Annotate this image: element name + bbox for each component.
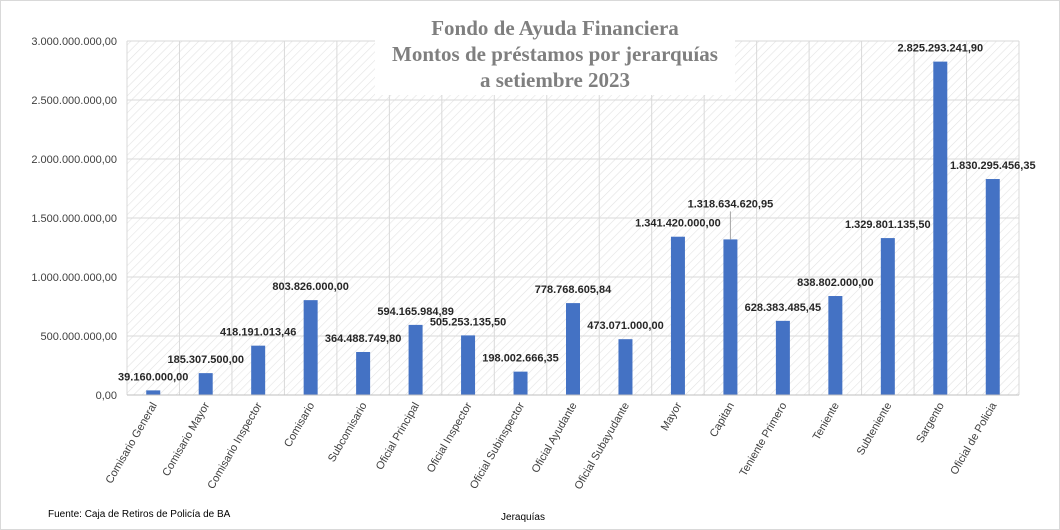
y-tick-label: 500.000.000,00 <box>41 331 117 343</box>
x-tick-label: Teniente <box>811 401 842 443</box>
bar <box>303 300 318 395</box>
bar <box>408 324 423 395</box>
x-tick-label: Comisario <box>282 401 317 450</box>
bar <box>670 236 685 395</box>
x-tick-label: Mayor <box>659 400 685 433</box>
data-label: 1.830.295.456,35 <box>950 160 1036 172</box>
data-label: 594.165.984,89 <box>377 306 453 318</box>
data-label: 803.826.000,00 <box>272 281 348 293</box>
bar <box>356 351 371 395</box>
y-tick-label: 2.000.000.000,00 <box>31 154 117 166</box>
bar <box>251 345 266 395</box>
bar <box>985 179 1000 395</box>
y-tick-label: 0,00 <box>96 390 117 402</box>
title-box <box>375 13 735 95</box>
x-tick-label: Oficial Inspector <box>425 400 475 475</box>
data-label: 1.341.420.000,00 <box>635 218 721 230</box>
bar <box>828 296 843 395</box>
x-tick-label: Teniente Primero <box>738 401 790 479</box>
x-tick-label: Comisario Inspector <box>205 400 264 491</box>
data-label: 628.383.485,45 <box>745 302 821 314</box>
bar <box>618 339 633 395</box>
bar <box>461 335 476 395</box>
data-label: 473.071.000,00 <box>587 320 663 332</box>
bar <box>566 303 580 395</box>
x-tick-label: Capitan <box>708 401 737 440</box>
bar <box>198 373 213 395</box>
data-label: 838.802.000,00 <box>797 277 873 289</box>
x-tick-label: Subteniente <box>855 401 895 458</box>
source-note: Fuente: Caja de Retiros de Policía de BA <box>48 509 231 520</box>
data-label: 39.160.000,00 <box>118 371 188 383</box>
data-label: 364.488.749,80 <box>325 333 401 345</box>
bar <box>880 238 895 395</box>
chart-title-line-3: a setiembre 2023 <box>480 68 630 92</box>
data-label: 1.318.634.620,95 <box>688 198 774 210</box>
y-tick-label: 2.500.000.000,00 <box>31 95 117 107</box>
data-label: 1.329.801.135,50 <box>845 219 931 231</box>
bar <box>723 239 738 395</box>
data-label: 778.768.605,84 <box>535 284 612 296</box>
x-tick-label: Comisario General <box>104 401 160 486</box>
data-label: 198.002.666,35 <box>482 353 558 365</box>
bar <box>146 390 161 395</box>
data-label: 505.253.135,50 <box>430 316 506 328</box>
chart-title-line-2: Montos de préstamos por jerarquías <box>392 42 718 66</box>
x-tick-label: Oficial Ayudante <box>530 401 580 476</box>
data-label: 418.191.013,46 <box>220 327 296 339</box>
x-axis-title: Jeraquías <box>501 512 545 523</box>
bar <box>513 371 528 395</box>
x-tick-label: Oficial de Policia <box>948 400 999 477</box>
x-tick-label: Comisario Mayor <box>160 400 212 478</box>
y-tick-label: 1.500.000.000,00 <box>31 213 117 225</box>
chart-title-line-1: Fondo de Ayuda Financiera <box>431 16 679 40</box>
x-tick-label: Oficial Principal <box>374 401 422 473</box>
y-tick-label: 3.000.000.000,00 <box>31 36 117 48</box>
x-tick-label: Subcomisario <box>326 401 370 465</box>
data-label: 2.825.293.241,90 <box>897 43 983 55</box>
bar <box>775 320 790 395</box>
bar <box>933 61 948 396</box>
x-tick-label: Oficial Subayudante <box>572 401 632 492</box>
data-label: 185.307.500,00 <box>167 354 243 366</box>
x-tick-label: Sargento <box>914 401 947 446</box>
y-tick-label: 1.000.000.000,00 <box>31 272 117 284</box>
x-tick-label: Oficial Subinspector <box>468 400 527 491</box>
